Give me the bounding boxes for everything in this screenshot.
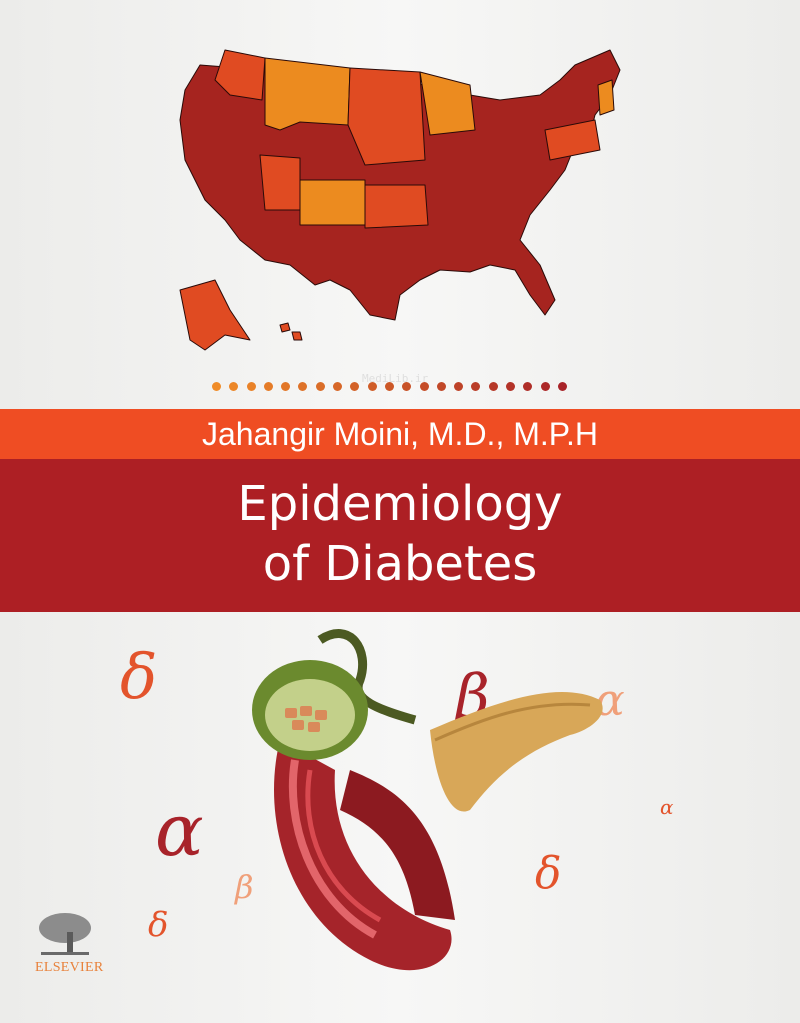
map-region-light [264,57,351,131]
book-title-line2: of Diabetes [262,536,538,592]
divider-dot [298,382,308,391]
divider-dot [384,382,394,391]
map-region-mid [214,49,266,101]
greek-beta: β [235,868,254,906]
greek-delta: δ [535,848,562,899]
divider-dot [557,382,567,391]
map-region-light [419,71,476,136]
map-region-mid [259,154,301,211]
author-band: Jahangir Moini, M.D., M.P.H [0,409,800,459]
greek-delta: δ [148,905,169,945]
greek-alpha: α [155,788,204,872]
map-region-mid [347,67,426,166]
publisher-name: ELSEVIER [35,960,104,975]
divider-dot [350,382,360,391]
divider-dot [263,382,273,391]
divider-dot [506,382,516,391]
map-region-mid [364,184,429,229]
divider-dot [229,382,239,391]
divider-dot [212,382,221,391]
us-map-illustration [179,49,621,351]
divider-dot [281,382,291,391]
map-region-mid [544,119,601,161]
book-title-line1: Epidemiology [237,476,563,532]
map-alaska [179,279,251,351]
divider-dot [315,382,325,391]
title-band: Epidemiology of Diabetes [0,459,800,612]
divider-dot [523,382,533,391]
greek-alpha: α [660,795,674,819]
map-region-light [299,179,366,226]
divider-dot [419,382,429,391]
greek-delta: δ [120,640,158,713]
divider-dot [471,382,481,391]
divider-dot [246,382,256,391]
publisher-logo: ELSEVIER [35,912,104,976]
divider-dot [333,382,343,391]
dot-divider [212,382,567,391]
divider-dot [454,382,464,391]
author-name: Jahangir Moini, M.D., M.P.H [202,416,598,452]
divider-dot [436,382,446,391]
divider-dot [488,382,498,391]
map-region-light [597,79,615,116]
divider-dot [367,382,377,391]
divider-dot [540,382,550,391]
map-hawaii [279,322,303,341]
watermark: MediLib.ir [362,372,429,385]
tree-logo-icon [39,913,91,955]
pancreas-illustration [252,629,603,971]
divider-dot [402,382,412,391]
